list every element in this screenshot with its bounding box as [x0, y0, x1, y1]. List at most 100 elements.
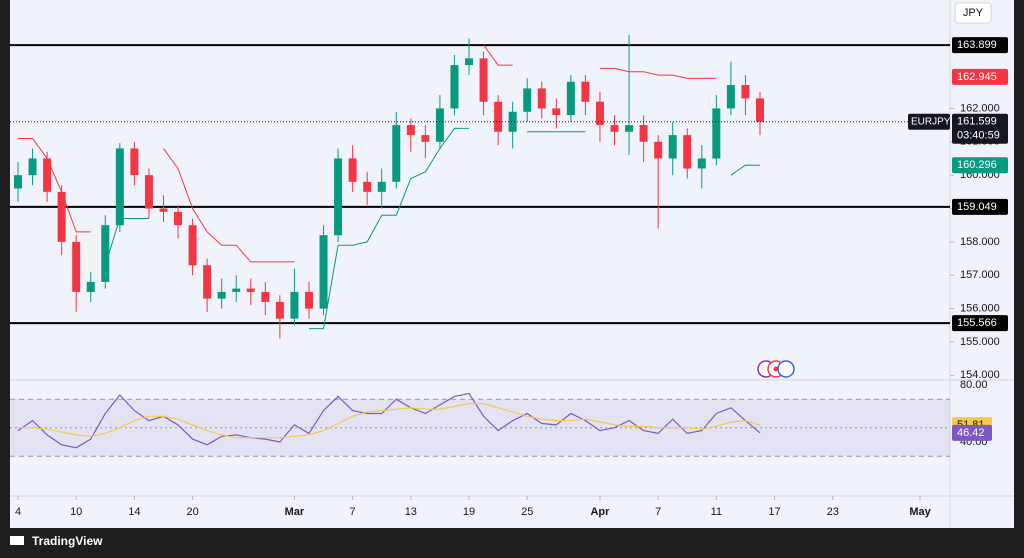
candle-body: [625, 125, 634, 132]
candle-body: [465, 58, 474, 66]
supertrend-up: [104, 127, 761, 330]
candle: [130, 141, 139, 186]
candle-body: [523, 88, 532, 112]
candle-body: [217, 291, 226, 299]
candle-body: [566, 81, 575, 116]
level-box: [952, 198, 1008, 215]
candle-body: [246, 288, 255, 292]
candle: [57, 185, 66, 256]
symbol-label: EURJPY: [911, 116, 951, 127]
candle-body: [726, 85, 735, 109]
last-price-box: [952, 113, 1008, 144]
supertrend-up-label: 160.296: [957, 159, 997, 171]
candle-body: [232, 288, 241, 292]
level-label: 155.566: [957, 317, 997, 329]
candle: [246, 278, 255, 306]
candle: [494, 95, 503, 146]
candle-body: [377, 181, 386, 192]
candle-body: [304, 291, 313, 309]
candle: [508, 101, 517, 149]
candle: [566, 75, 575, 122]
candle: [654, 135, 663, 229]
candle-body: [348, 158, 357, 182]
candle: [683, 128, 692, 179]
candle: [261, 281, 270, 316]
candle: [479, 51, 488, 116]
rsi-label: 46.42: [957, 427, 985, 439]
candle: [144, 168, 153, 219]
candle: [363, 171, 372, 206]
candle-body: [261, 291, 270, 302]
candle: [115, 143, 124, 232]
x-tick-label: 17: [768, 506, 780, 518]
x-tick-label: 7: [350, 506, 356, 518]
x-tick-label: 10: [70, 506, 82, 518]
candle-body: [755, 98, 764, 122]
candle: [406, 118, 415, 152]
candle-body: [668, 135, 677, 159]
candle: [625, 35, 634, 156]
supertrend-up-box: [952, 157, 1008, 174]
level-box: [952, 37, 1008, 54]
candle-body: [741, 85, 750, 99]
x-tick-label: 4: [15, 506, 21, 518]
x-tick-label: 23: [827, 506, 839, 518]
x-tick-label: 19: [463, 506, 475, 518]
y-tick-label: 162.000: [960, 102, 1000, 114]
candle-body: [319, 235, 328, 309]
candle-body: [552, 108, 561, 116]
candle: [348, 145, 357, 192]
candle-body: [203, 265, 212, 299]
level-label: 159.049: [957, 201, 997, 213]
currency-box[interactable]: [954, 2, 992, 24]
candle-body: [639, 125, 648, 142]
candle: [159, 195, 168, 222]
x-tick-label: 11: [711, 506, 722, 518]
candle: [101, 215, 110, 289]
candle-body: [363, 181, 372, 192]
candle: [304, 281, 313, 319]
candle-body: [144, 175, 153, 209]
candle: [203, 258, 212, 312]
rsi-box: [952, 424, 992, 441]
candle: [726, 61, 735, 116]
watermark: TradingView: [32, 534, 103, 548]
candle-body: [28, 158, 37, 176]
y-tick-label: 154.000: [960, 369, 1000, 381]
candle-body: [435, 108, 444, 142]
candle-body: [43, 158, 52, 192]
candle: [334, 148, 343, 242]
level-label: 163.899: [957, 39, 997, 51]
candle-body: [188, 225, 197, 266]
candle: [581, 75, 590, 116]
candle-body: [290, 291, 299, 319]
y-tick-label: 157.000: [960, 269, 1000, 281]
upper-band-box: [952, 68, 1008, 85]
candle: [392, 111, 401, 189]
candle: [217, 278, 226, 309]
candle: [377, 168, 386, 209]
candle-body: [610, 125, 619, 132]
event-icons[interactable]: [757, 360, 795, 378]
candle-body: [130, 148, 139, 176]
candle: [755, 91, 764, 136]
candle-body: [712, 108, 721, 159]
x-tick-label: 7: [655, 506, 661, 518]
candle: [319, 225, 328, 316]
x-tick-label: Apr: [590, 506, 610, 518]
y-tick-label: 156.000: [960, 303, 1000, 315]
candle: [668, 121, 677, 176]
candle: [697, 145, 706, 189]
candle: [28, 148, 37, 186]
candle-body: [406, 125, 415, 136]
countdown-label: 03:40:59: [957, 130, 1000, 142]
candle-body: [86, 281, 95, 292]
rsi-line: [17, 392, 761, 449]
candle-body: [508, 111, 517, 132]
candle: [639, 115, 648, 162]
x-tick-label: May: [909, 506, 931, 518]
chart-background: [10, 0, 1014, 528]
x-tick-label: Mar: [285, 506, 305, 518]
candle-body: [334, 158, 343, 236]
